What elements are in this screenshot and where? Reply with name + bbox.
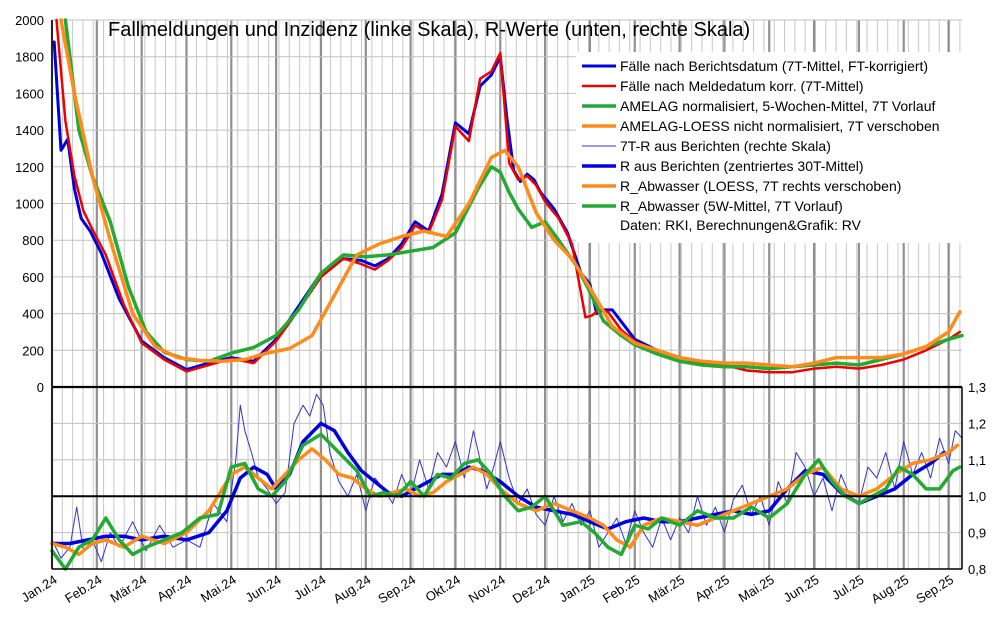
legend-label: R_Abwasser (5W-Mittel, 7T Vorlauf)	[620, 198, 843, 214]
legend-box	[576, 52, 962, 243]
y-tick-label-right: 1,1	[968, 453, 986, 468]
y-tick-label-left: 1800	[15, 50, 44, 65]
series-line-6	[50, 443, 960, 557]
y-tick-label-left: 1400	[15, 123, 44, 138]
series-line-1	[55, 18, 962, 374]
y-tick-label-left: 0	[37, 380, 44, 395]
legend-label: Fälle nach Meldedatum korr. (7T-Mittel)	[620, 78, 864, 94]
y-tick-label-right: 1,0	[968, 489, 986, 504]
legend-label: Fälle nach Berichtsdatum (7T-Mittel, FT-…	[620, 58, 928, 74]
y-tick-label-right: 1,2	[968, 416, 986, 431]
legend-label: 7T-R aus Berichten (rechte Skala)	[620, 138, 831, 154]
series-line-3	[59, 18, 962, 369]
y-tick-label-left: 1600	[15, 86, 44, 101]
y-tick-label-left: 1200	[15, 160, 44, 175]
legend-label: R_Abwasser (LOESS, 7T rechts verschoben)	[620, 178, 901, 194]
chart-title: Fallmeldungen und Inzidenz (linke Skala)…	[108, 19, 750, 41]
y-tick-label-left: 400	[22, 307, 44, 322]
y-tick-label-left: 200	[22, 343, 44, 358]
legend-label: AMELAG normalisiert, 5-Wochen-Mittel, 7T…	[620, 98, 935, 114]
legend-label: R aus Berichten (zentriertes 30T-Mittel)	[620, 158, 864, 174]
y-tick-label-right: 0,9	[968, 526, 986, 541]
legend-label: AMELAG-LOESS nicht normalisiert, 7T vers…	[620, 118, 940, 134]
y-tick-label-left: 600	[22, 270, 44, 285]
credit-text: Daten: RKI, Berechnungen&Grafik: RV	[620, 217, 862, 233]
y-tick-label-right: 0,8	[968, 562, 986, 577]
y-tick-label-left: 1000	[15, 197, 44, 212]
y-tick-label-right: 1,3	[968, 380, 986, 395]
y-tick-label-left: 2000	[15, 13, 44, 28]
y-tick-label-left: 800	[22, 233, 44, 248]
